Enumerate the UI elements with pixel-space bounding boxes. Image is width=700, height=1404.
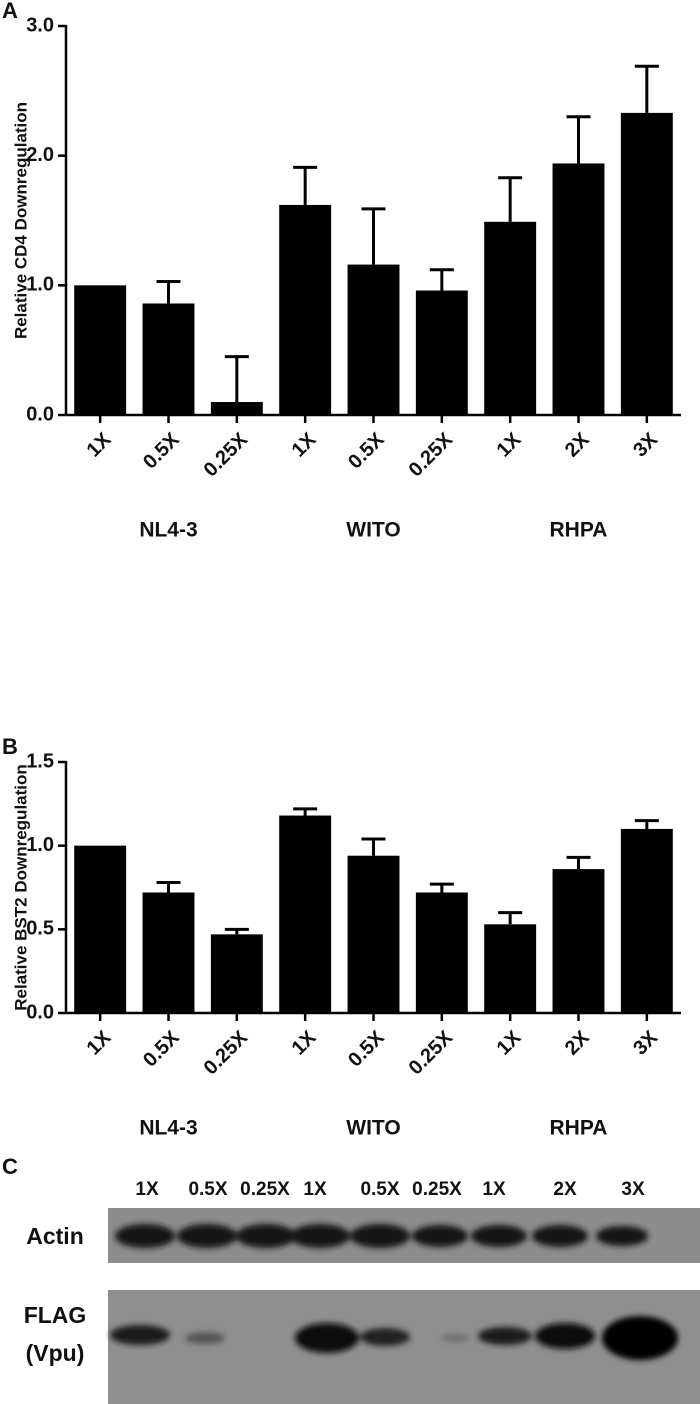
lane-label: 2X bbox=[553, 1179, 577, 1200]
row-label: Actin bbox=[26, 1223, 84, 1249]
panel-label: C bbox=[2, 1154, 18, 1179]
group-label: NL4-3 bbox=[139, 1117, 197, 1140]
y-tick-label: 2.0 bbox=[26, 144, 54, 166]
x-tick-label: 0.25X bbox=[405, 1026, 458, 1079]
bar bbox=[210, 934, 263, 1013]
x-tick-label: 1X bbox=[83, 1026, 116, 1059]
x-tick-label: 0.5X bbox=[344, 428, 389, 473]
bar bbox=[484, 924, 537, 1013]
group-label: NL4-3 bbox=[139, 519, 197, 542]
bar bbox=[552, 163, 605, 415]
x-tick-label: 2X bbox=[561, 428, 594, 461]
group-label: RHPA bbox=[550, 519, 608, 542]
bar bbox=[74, 845, 127, 1013]
actin-bands bbox=[115, 1224, 648, 1248]
x-tick-label: 3X bbox=[629, 428, 662, 461]
x-tick-label: 1X bbox=[493, 428, 526, 461]
lane-label: 0.25X bbox=[240, 1179, 290, 1200]
x-tick-label: 2X bbox=[561, 1026, 594, 1059]
y-tick-label: 0.0 bbox=[26, 1001, 54, 1023]
x-tick-label: 0.25X bbox=[405, 428, 458, 481]
y-axis-title: Relative BST2 Downregulation bbox=[11, 764, 30, 1011]
bar bbox=[142, 303, 195, 415]
blot-flag bbox=[108, 1290, 700, 1404]
panel-label: B bbox=[2, 734, 18, 759]
x-tick-label: 1X bbox=[83, 428, 116, 461]
bar bbox=[347, 264, 400, 415]
y-tick-label: 0.0 bbox=[26, 403, 54, 425]
bar bbox=[347, 855, 400, 1013]
bar bbox=[552, 869, 605, 1013]
group-label: RHPA bbox=[550, 1117, 608, 1140]
group-label: WITO bbox=[346, 519, 400, 542]
lane-label: 0.5X bbox=[188, 1179, 227, 1200]
lane-label: 0.25X bbox=[412, 1179, 462, 1200]
bar bbox=[415, 290, 468, 415]
bar bbox=[620, 112, 673, 416]
row-label: (Vpu) bbox=[26, 1340, 85, 1366]
x-tick-label: 1X bbox=[288, 1026, 321, 1059]
bar bbox=[279, 815, 332, 1013]
lane-label: 1X bbox=[482, 1179, 506, 1200]
row-label: FLAG bbox=[24, 1302, 87, 1328]
bar bbox=[484, 221, 537, 415]
lane-label: 1X bbox=[303, 1179, 327, 1200]
y-tick-label: 1.5 bbox=[26, 750, 54, 772]
x-tick-label: 0.5X bbox=[139, 1026, 184, 1071]
bar bbox=[142, 892, 195, 1013]
x-tick-label: 0.5X bbox=[344, 1026, 389, 1071]
x-tick-label: 1X bbox=[493, 1026, 526, 1059]
x-tick-label: 0.25X bbox=[200, 428, 253, 481]
x-tick-label: 3X bbox=[629, 1026, 662, 1059]
panel-label: A bbox=[2, 0, 18, 23]
lane-label: 0.5X bbox=[360, 1179, 399, 1200]
bar bbox=[415, 892, 468, 1013]
flag-bands bbox=[110, 1316, 678, 1360]
y-axis-title: Relative CD4 Downregulation bbox=[11, 102, 30, 339]
bar bbox=[74, 285, 127, 415]
bar bbox=[620, 828, 673, 1013]
bar bbox=[210, 402, 263, 415]
y-tick-label: 1.0 bbox=[26, 274, 54, 296]
y-tick-label: 3.0 bbox=[26, 14, 54, 36]
bar bbox=[279, 204, 332, 415]
x-tick-label: 0.5X bbox=[139, 428, 184, 473]
lane-label: 1X bbox=[135, 1179, 159, 1200]
x-tick-label: 1X bbox=[288, 428, 321, 461]
group-label: WITO bbox=[346, 1117, 400, 1140]
y-tick-label: 1.0 bbox=[26, 834, 54, 856]
x-tick-label: 0.25X bbox=[200, 1026, 253, 1079]
y-tick-label: 0.5 bbox=[26, 918, 54, 940]
lane-label: 3X bbox=[621, 1179, 645, 1200]
